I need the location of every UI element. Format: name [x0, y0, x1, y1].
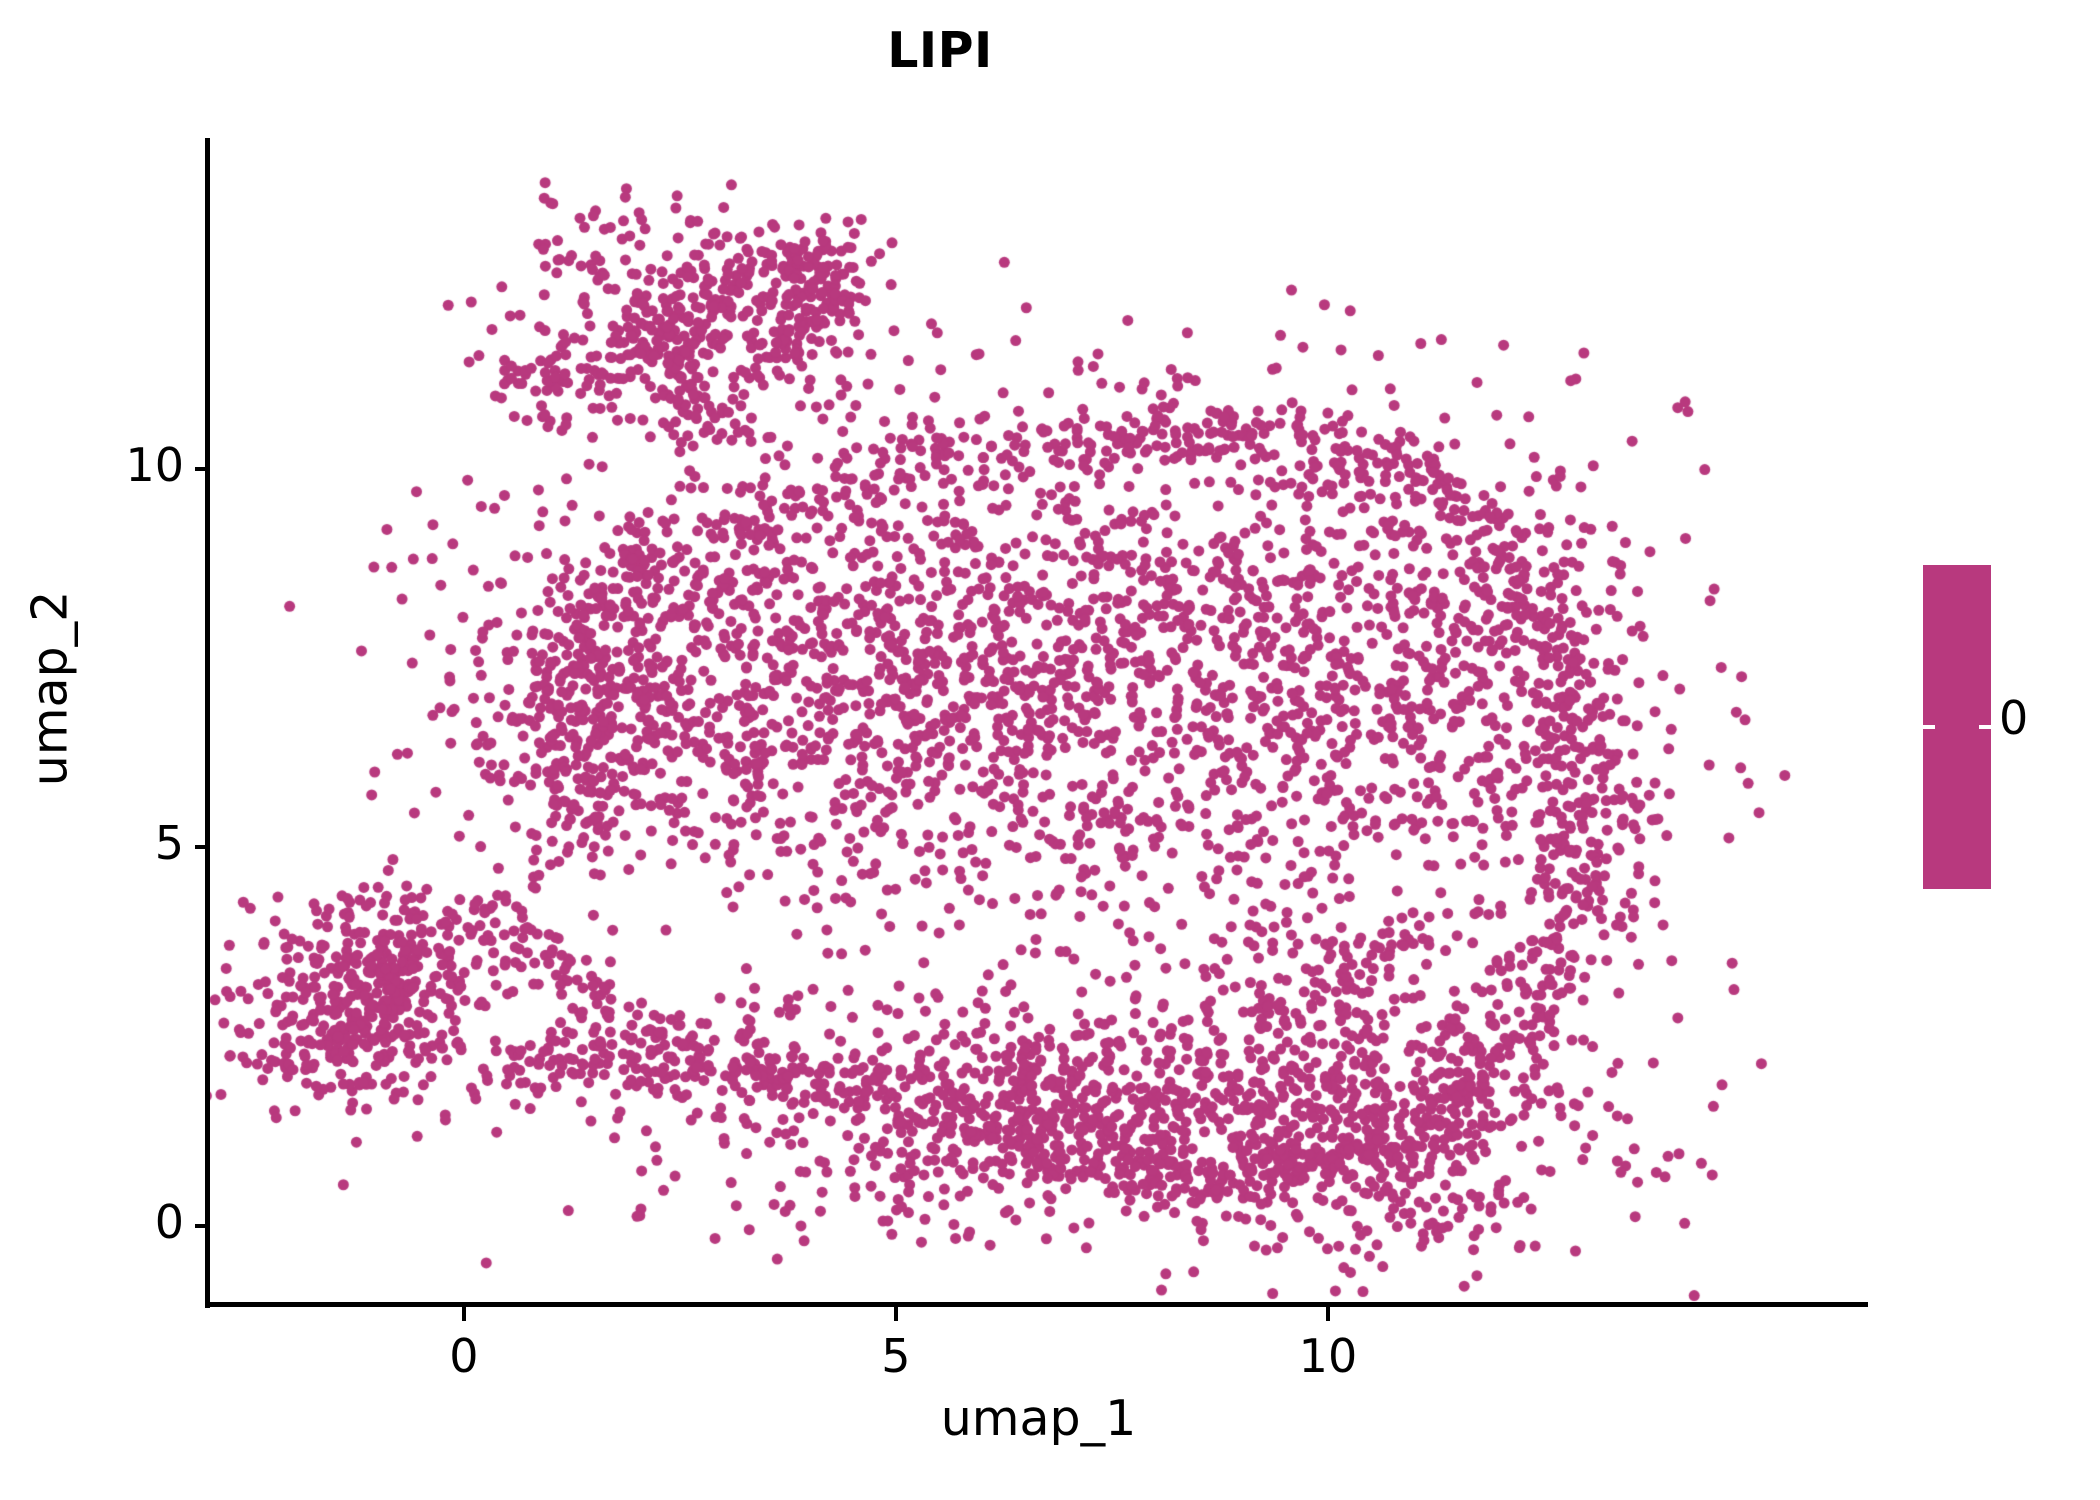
page-title: LIPI [887, 22, 993, 79]
x-tick-mark [461, 1307, 466, 1321]
scatter-plot-area [209, 140, 1868, 1305]
y-tick-mark [195, 1223, 209, 1228]
colorbar-tick-label: 0 [1999, 691, 2029, 745]
colorbar-tick-left [1923, 725, 1935, 729]
x-tick-mark [893, 1307, 898, 1321]
y-tick-mark [195, 845, 209, 850]
y-tick-label: 5 [154, 816, 184, 871]
x-tick-label: 0 [449, 1329, 479, 1383]
y-tick-mark [195, 467, 209, 472]
y-axis-spine [205, 138, 210, 1308]
colorbar-tick-right [1979, 725, 1991, 729]
x-tick-mark [1325, 1307, 1330, 1321]
x-tick-label: 10 [1298, 1329, 1358, 1383]
y-tick-label: 10 [125, 438, 184, 493]
y-axis-label: umap_2 [21, 590, 79, 787]
y-tick-label: 0 [154, 1194, 184, 1249]
x-axis-label: umap_1 [940, 1390, 1137, 1447]
x-tick-label: 5 [881, 1329, 911, 1383]
plot-axes [209, 140, 1868, 1305]
colorbar [1923, 565, 1991, 889]
x-axis-spine [205, 1302, 1868, 1307]
